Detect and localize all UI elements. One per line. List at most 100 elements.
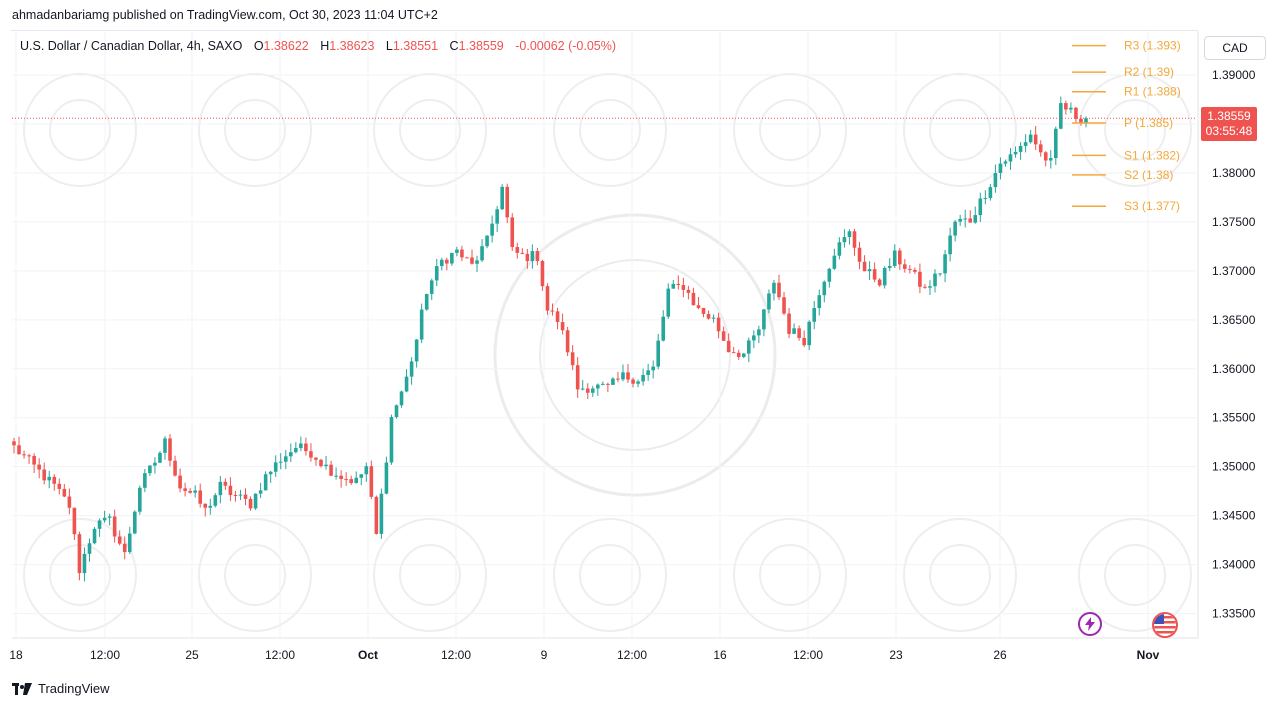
candle-body [299,443,303,449]
candle-body [646,370,650,375]
candle [1064,100,1068,115]
candle [867,261,872,280]
candle [354,471,359,484]
candle [651,360,655,379]
candle [92,527,97,545]
candle-body [842,237,847,243]
current-price-value: 1.38559 [1207,109,1251,123]
candle [611,377,615,385]
candle [530,244,535,269]
candle [27,453,31,464]
y-tick-label: 1.36500 [1212,313,1256,327]
candle [1008,148,1013,170]
candle-body [434,266,439,281]
legend-symbol[interactable]: U.S. Dollar / Canadian Dollar, 4h, SAXO [20,39,243,53]
watermark-seal [553,73,667,187]
watermark-seal [198,518,312,632]
candle [857,241,862,270]
candle-body [782,297,786,314]
watermark-seal-inner [224,544,286,606]
candle [565,326,570,357]
candle [475,255,479,273]
y-tick-label: 1.34500 [1212,509,1256,523]
candle [641,368,645,386]
candle [963,209,968,228]
candle [777,274,781,300]
candle-body [394,405,399,418]
candle [596,383,600,396]
candle [711,314,716,323]
candle [903,259,907,273]
y-tick-label: 1.37000 [1212,264,1256,278]
candle [369,460,374,500]
candle [510,213,515,252]
watermark-seal-inner [1104,544,1166,606]
candle [570,345,575,371]
candle-body [736,352,741,357]
candle [278,453,283,470]
candle-body [399,391,404,406]
candle [706,310,711,320]
candle-body [570,352,575,366]
candle-body [812,308,817,322]
footer-brand: TradingView [38,681,110,696]
candle [404,369,409,393]
candle [304,437,308,456]
candle [812,300,817,330]
candle [218,475,223,504]
candle-body [852,231,857,248]
candle [1048,150,1053,169]
chart-legend: U.S. Dollar / Canadian Dollar, 4h, SAXO … [20,39,616,53]
x-tick-label: 12:00 [617,648,647,662]
candle-body [505,186,510,218]
candle-body [37,464,41,470]
candle [993,164,998,193]
candle [862,255,867,272]
candle [445,257,449,271]
watermark-seal-inner [579,99,641,161]
economic-event-button[interactable] [1152,612,1178,638]
candle-body [1013,151,1018,155]
candle [545,283,550,315]
x-tick-label: 26 [993,648,1007,662]
candle [505,183,510,224]
candle-body [510,217,515,248]
watermark-seal-inner [399,99,461,161]
candle [57,478,62,495]
alert-button[interactable] [1078,612,1102,636]
candle [193,485,197,498]
candle-body [138,487,142,512]
candle-body [767,293,771,310]
candle-body [419,309,424,340]
candle [37,458,41,479]
watermark-center-seal-inner [539,259,731,451]
currency-button[interactable]: CAD [1204,36,1266,60]
publisher-line: ahmadanbariamg published on TradingView.… [12,8,438,22]
x-tick-label: 12:00 [793,648,823,662]
candle [575,357,580,398]
candle-body [716,317,721,332]
candle-body [1018,145,1023,152]
legend-change: -0.00062 (-0.05%) [515,39,617,53]
y-tick-label: 1.36000 [1212,362,1256,376]
candle-body [515,247,520,253]
candle [686,285,691,300]
candle-body [1008,154,1013,162]
legend-high: 1.38623 [329,39,375,53]
pivot-label: S3 (1.377) [1124,199,1180,213]
candle [495,206,499,233]
price-axis[interactable]: 1.390001.385001.380001.375001.370001.365… [1212,68,1256,620]
time-axis[interactable]: 18 12:00 25 12:00 Oct 12:00 9 12:00 16 12:00 23 26 N… [9,648,1159,662]
candle-body [696,305,701,308]
candle-body [691,292,696,306]
candle-body [67,496,72,508]
tradingview-logo[interactable]: TradingView [12,681,110,696]
candle [913,267,917,275]
candle-body [143,473,147,488]
pivot-label: R3 (1.393) [1124,39,1181,53]
y-tick-label: 1.35000 [1212,460,1256,474]
candle [127,526,132,555]
candle-body [314,457,318,460]
candle [339,470,343,488]
